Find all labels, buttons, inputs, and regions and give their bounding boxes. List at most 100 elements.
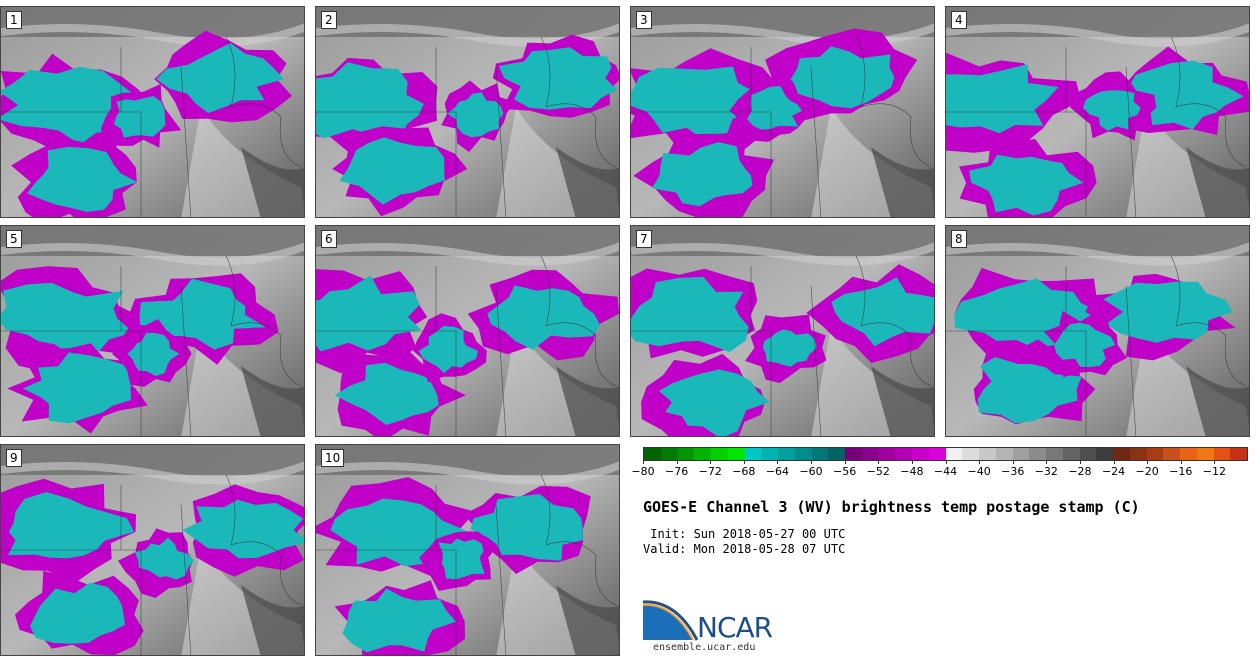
colorbar-tick-label: −48	[900, 465, 924, 478]
panel-number: 6	[321, 230, 337, 248]
stamp-panel: 8	[945, 225, 1250, 437]
colorbar-swatch	[727, 448, 745, 460]
colorbar-swatch	[811, 448, 829, 460]
colorbar-tick-label: −24	[1101, 465, 1126, 478]
colorbar-tick-label: −72	[698, 465, 722, 478]
colorbar-swatch	[1046, 448, 1063, 460]
colorbar-swatch	[744, 448, 762, 460]
panel-number: 5	[6, 230, 22, 248]
colorbar-swatch	[928, 448, 946, 460]
colorbar-tick-mark	[811, 460, 813, 464]
stamp-panel: 2	[315, 6, 620, 218]
colorbar-tick-label: −76	[665, 465, 689, 478]
panel-number: 10	[321, 449, 345, 467]
colorbar-swatch	[1146, 448, 1164, 460]
colorbar-swatch	[1096, 448, 1113, 460]
colorbar-swatch	[1230, 448, 1247, 460]
colorbar-swatch	[895, 448, 912, 460]
colorbar-swatch	[878, 448, 896, 460]
colorbar-swatch	[1079, 448, 1097, 460]
colorbar-tick-label: −60	[799, 465, 823, 478]
panel-number: 7	[636, 230, 652, 248]
colorbar-swatch	[1213, 448, 1231, 460]
valid-time: Valid: Mon 2018-05-28 07 UTC	[643, 542, 846, 556]
colorbar-tick-label: −68	[732, 465, 756, 478]
stamp-panel: 7	[630, 225, 935, 437]
colorbar-tick-mark	[1113, 460, 1115, 464]
colorbar-swatch	[861, 448, 879, 460]
colorbar-tick-mark	[777, 460, 779, 464]
colorbar-tick-label: −16	[1169, 465, 1193, 478]
colorbar-swatch	[845, 448, 862, 460]
stamp-panel: 4	[945, 6, 1250, 218]
colorbar-swatch	[912, 448, 929, 460]
panel-number: 3	[636, 11, 652, 29]
colorbar-swatch	[1196, 448, 1214, 460]
colorbar-tick-mark	[643, 460, 644, 464]
colorbar-tick-label: −52	[866, 465, 890, 478]
colorbar-tick-label: −40	[967, 465, 991, 478]
colorbar-tick-label: −12	[1202, 465, 1226, 478]
colorbar-swatch	[1180, 448, 1197, 460]
panel-number: 8	[951, 230, 967, 248]
colorbar-swatch	[1163, 448, 1180, 460]
init-time: Init: Sun 2018-05-27 00 UTC	[643, 527, 846, 541]
colorbar-tick-label: −20	[1135, 465, 1159, 478]
colorbar-tick-mark	[1214, 460, 1216, 464]
colorbar-swatch	[794, 448, 812, 460]
colorbar-tick-mark	[1012, 460, 1014, 464]
stamp-panel: 3	[630, 6, 935, 218]
colorbar-tick-label: −64	[765, 465, 790, 478]
logo-url: ensemble.ucar.edu	[653, 642, 756, 653]
colorbar-tick-label: −44	[933, 465, 958, 478]
stamp-panel: 5	[0, 225, 305, 437]
colorbar-swatch	[677, 448, 695, 460]
colorbar-tick-label: −32	[1034, 465, 1058, 478]
colorbar-swatch	[995, 448, 1013, 460]
stamp-panel: 10	[315, 444, 620, 656]
panel-number: 9	[6, 449, 22, 467]
colorbar-tick-label: −56	[833, 465, 857, 478]
colorbar-swatch	[1062, 448, 1080, 460]
colorbar-swatch	[1012, 448, 1030, 460]
colorbar-swatch	[660, 448, 678, 460]
ncar-logo-icon	[643, 600, 699, 641]
panel-number: 2	[321, 11, 337, 29]
colorbar-swatch	[694, 448, 711, 460]
page-title: GOES-E Channel 3 (WV) brightness temp po…	[643, 498, 1140, 516]
colorbar-swatch	[945, 448, 963, 460]
colorbar-swatch	[828, 448, 845, 460]
colorbar-tick-mark	[979, 460, 981, 464]
colorbar: −80 −76 −72 −68 −64 −60 −56 −52 −48 −44 −40 −36 −32−…	[631, 447, 1248, 481]
colorbar-tick-label: −80	[631, 465, 655, 478]
colorbar-swatch	[979, 448, 996, 460]
colorbar-scale	[643, 447, 1248, 461]
panel-number: 1	[6, 11, 22, 29]
colorbar-tick-mark	[1180, 460, 1182, 464]
colorbar-tick-mark	[945, 460, 947, 464]
colorbar-tick-mark	[844, 460, 846, 464]
panel-number: 4	[951, 11, 967, 29]
colorbar-tick-mark	[710, 460, 712, 464]
stamp-panel: 6	[315, 225, 620, 437]
colorbar-tick-mark	[878, 460, 880, 464]
colorbar-swatch	[1129, 448, 1147, 460]
colorbar-swatch	[962, 448, 979, 460]
stamp-panel: 1	[0, 6, 305, 218]
colorbar-swatch	[1113, 448, 1130, 460]
logo-name: NCAR	[697, 611, 773, 644]
colorbar-swatch	[644, 448, 661, 460]
stamp-panel: 9	[0, 444, 305, 656]
colorbar-tick-mark	[1079, 460, 1081, 464]
colorbar-tick-mark	[1147, 460, 1149, 464]
colorbar-tick-mark	[1046, 460, 1048, 464]
colorbar-swatch	[1029, 448, 1046, 460]
colorbar-swatch	[711, 448, 728, 460]
colorbar-swatch	[778, 448, 795, 460]
colorbar-tick-label: −36	[1001, 465, 1025, 478]
colorbar-tick-label: −28	[1068, 465, 1092, 478]
colorbar-swatch	[761, 448, 778, 460]
colorbar-tick-mark	[911, 460, 913, 464]
colorbar-tick-mark	[676, 460, 678, 464]
colorbar-tick-mark	[743, 460, 745, 464]
